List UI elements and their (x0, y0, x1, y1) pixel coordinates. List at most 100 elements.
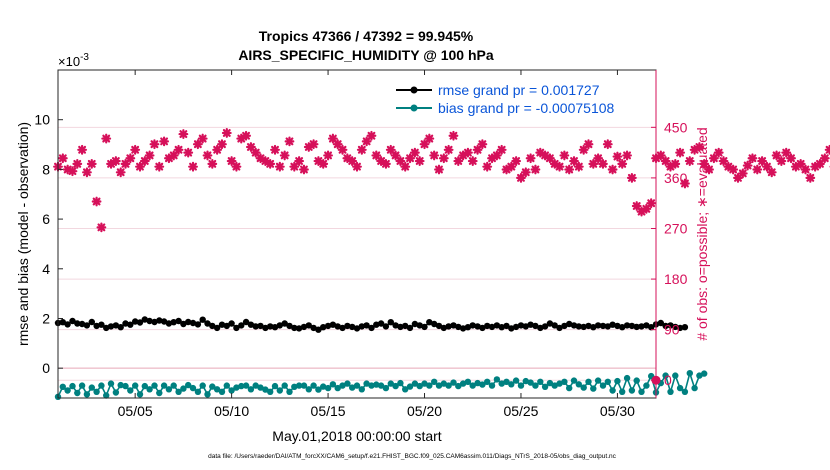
obs-point-70 (390, 150, 401, 161)
bias-point-34 (218, 388, 226, 395)
rmse-point-4 (74, 320, 81, 327)
bias-point-130 (681, 388, 689, 395)
rmse-point-15 (127, 321, 134, 328)
bias-point-54 (315, 386, 322, 393)
bias-point-63 (358, 386, 365, 393)
bias-point-129 (676, 384, 684, 392)
rmse-point-74 (411, 320, 419, 328)
bias-point-106 (566, 384, 573, 392)
obs-point-133 (694, 142, 705, 152)
x-axis: 05/05 05/10 05/15 05/20 05/25 05/30 (118, 70, 635, 419)
bias-point-19 (146, 386, 153, 393)
rmse-point-107 (570, 322, 578, 329)
obs-point-39 (241, 130, 251, 141)
rmse-point-68 (382, 323, 390, 330)
rmse-point-86 (469, 322, 476, 329)
obs-point-35 (221, 128, 232, 138)
obs-point-17 (135, 161, 145, 172)
legend-bias-marker (410, 104, 418, 112)
bias-point-30 (199, 382, 206, 389)
bias-point-17 (136, 391, 144, 398)
bias-point-21 (156, 389, 163, 397)
rmse-point-100 (537, 324, 544, 332)
y-left-tick-label-5: 10 (34, 112, 50, 128)
bias-point-47 (281, 382, 288, 389)
obs-point-3 (67, 166, 78, 177)
bias-point-90 (488, 382, 496, 389)
rmse-point-89 (484, 322, 491, 330)
obs-point-7 (86, 158, 97, 169)
obs-point-22 (159, 136, 169, 147)
exponent-label: ×10-3 (58, 52, 89, 69)
obs-point-24 (168, 150, 179, 161)
obs-point-63 (356, 144, 367, 155)
bias-point-126 (662, 372, 669, 379)
obs-point-86 (467, 156, 478, 166)
obs-point-21 (154, 161, 165, 172)
rmse-point-27 (185, 318, 192, 326)
bias-point-53 (310, 382, 317, 389)
obs-point-69 (385, 144, 396, 155)
obs-point-140 (728, 164, 739, 175)
bias-point-77 (426, 382, 433, 389)
obs-point-13 (115, 167, 126, 178)
bias-point-121 (638, 388, 645, 395)
rmse-point-44 (267, 323, 274, 330)
rmse-point-17 (136, 319, 144, 326)
obs-point-155 (800, 164, 811, 175)
rmse-point-49 (291, 324, 298, 332)
bias-point-97 (522, 377, 529, 385)
bias-point-84 (459, 380, 467, 387)
obs-point-135 (704, 164, 714, 175)
chart-title-line1: Tropics 47366 / 47392 = 99.945% (259, 28, 474, 44)
bias-point-1 (59, 383, 66, 390)
obs-point-62 (352, 161, 362, 172)
rmse-point-75 (416, 322, 423, 329)
bias-point-29 (194, 388, 202, 395)
obs-point-10 (101, 133, 112, 144)
obs-point-116 (612, 151, 623, 162)
rmse-point-77 (426, 319, 433, 326)
bias-point-79 (435, 382, 443, 389)
y-axis-label-right: # of obs: o=possible; ∗=evaluated (694, 127, 710, 340)
obs-point-122 (641, 203, 652, 214)
bias-point-120 (633, 377, 640, 384)
rmse-point-80 (440, 324, 447, 332)
obs-point-16 (130, 144, 141, 155)
rmse-point-1 (59, 319, 66, 326)
bias-point-74 (411, 380, 419, 387)
footnote: data file: /Users/raeder/DAI/ATM_forcXX/… (208, 453, 617, 460)
rmse-point-128 (672, 323, 679, 331)
bias-point-6 (83, 391, 91, 398)
rmse-point-84 (459, 325, 467, 332)
obs-point-131 (684, 156, 695, 166)
plot-area (53, 69, 830, 400)
bias-series (54, 370, 708, 400)
rmse-point-109 (580, 323, 587, 331)
rmse-point-40 (247, 321, 255, 328)
y-axis-label-left: rmse and bias (model - observation) (15, 122, 31, 346)
obs-point-5 (77, 144, 88, 155)
rmse-point-39 (242, 318, 250, 326)
obs-point-128 (670, 158, 681, 169)
bias-point-40 (247, 386, 255, 393)
bias-point-81 (445, 382, 452, 389)
bias-point-48 (286, 388, 293, 395)
bias-point-15 (127, 387, 134, 394)
obs-point-30 (197, 133, 208, 144)
bias-point-5 (78, 382, 86, 389)
bias-point-49 (291, 383, 298, 390)
y-right-tick-label-2: 180 (664, 271, 688, 287)
bias-point-59 (339, 382, 346, 389)
bias-point-119 (628, 387, 636, 394)
obs-point-68 (381, 158, 391, 169)
y-left-tick-label-1: 2 (42, 310, 50, 326)
rmse-point-22 (160, 318, 168, 325)
bias-point-98 (527, 379, 534, 386)
obs-point-27 (183, 147, 194, 158)
rmse-point-8 (93, 322, 100, 330)
obs-point-137 (713, 147, 724, 158)
rmse-point-106 (566, 320, 573, 328)
rmse-point-55 (320, 324, 327, 331)
rmse-point-10 (103, 324, 110, 332)
